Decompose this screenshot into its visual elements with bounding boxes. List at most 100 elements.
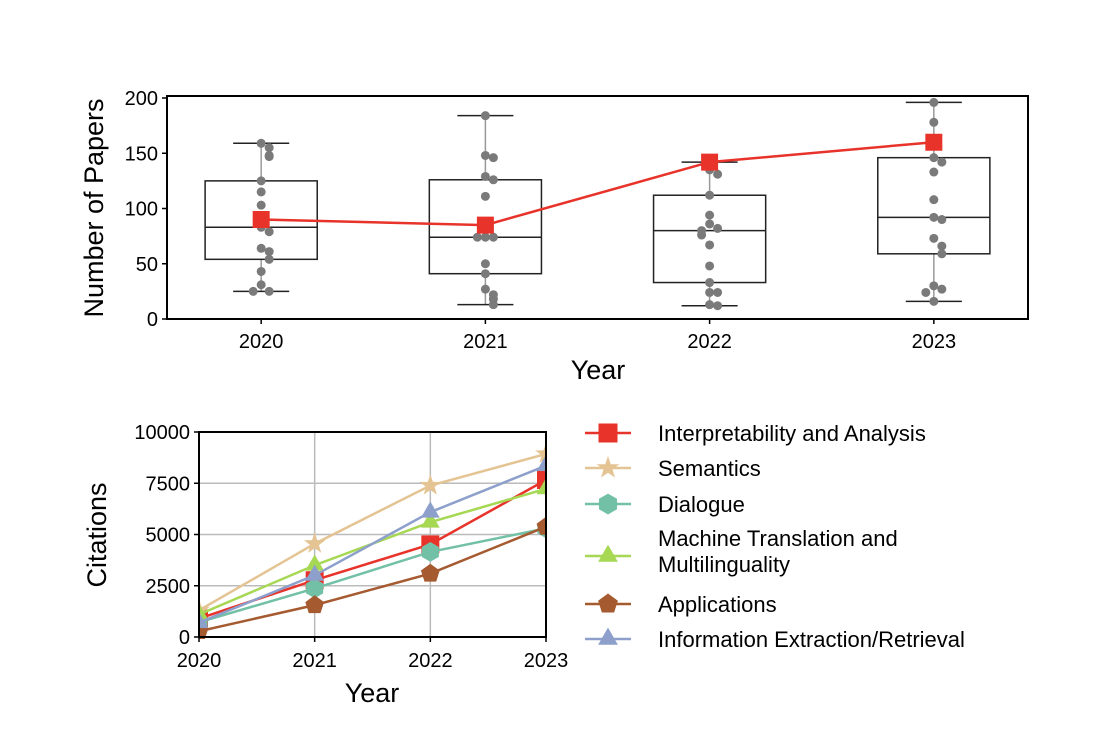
data-point — [929, 195, 939, 205]
data-point — [697, 230, 707, 240]
data-point — [480, 232, 490, 242]
series-marker — [199, 611, 209, 628]
data-point — [705, 300, 715, 310]
series-marker — [535, 442, 546, 463]
data-point — [256, 266, 266, 276]
data-point — [929, 167, 939, 177]
data-point — [921, 287, 931, 297]
series-marker — [536, 454, 546, 471]
legend-item: Applications — [585, 592, 777, 617]
x-tick-label: 2020 — [239, 331, 284, 353]
series-marker — [199, 603, 209, 620]
data-point — [488, 300, 498, 310]
mean-marker — [925, 133, 943, 151]
data-point — [929, 233, 939, 243]
legend-label: Information Extraction/Retrieval — [658, 627, 965, 652]
mean-marker — [701, 153, 719, 171]
data-point — [256, 280, 266, 290]
data-point — [705, 278, 715, 288]
x-tick-label: 2023 — [912, 331, 957, 353]
series-marker — [421, 511, 440, 528]
legend-marker-triangle-icon — [598, 627, 618, 645]
data-point — [264, 143, 274, 153]
x-tick-label: 2021 — [292, 650, 337, 672]
series-marker — [421, 501, 440, 518]
legend-label: Interpretability and Analysis — [658, 421, 926, 446]
series-marker — [304, 532, 326, 553]
legend: Interpretability and Analysis Semantics Di… — [585, 421, 965, 652]
legend-marker-triangle-icon — [598, 544, 618, 562]
data-point — [488, 232, 498, 242]
y-tick-label: 0 — [147, 309, 158, 331]
data-point — [929, 212, 939, 222]
y-tick-label: 100 — [125, 199, 158, 221]
x-tick-label: 2022 — [687, 331, 732, 353]
legend-label: Machine Translation and — [658, 526, 898, 551]
y-tick-label: 150 — [125, 143, 158, 165]
bottom-xlabel: Year — [345, 678, 400, 708]
mean-line — [261, 140, 934, 227]
data-point — [256, 176, 266, 186]
top-xlabel: Year — [571, 355, 626, 385]
y-tick-label: 7500 — [146, 473, 191, 495]
citations-line-chart: 0 2500 5000 7500 10000 2020 2021 2022 2023 — [134, 422, 568, 672]
series-line — [199, 464, 546, 624]
legend-label: Semantics — [658, 456, 761, 481]
series-marker — [420, 563, 440, 582]
papers-box-chart: 0 50 100 150 200 2020 2021 2022 2023 — [125, 88, 1029, 353]
series-line — [199, 478, 546, 620]
data-point — [937, 157, 947, 167]
legend-marker-hexagon-icon — [599, 493, 617, 515]
x-tick-label: 2021 — [463, 331, 508, 353]
data-point — [929, 117, 939, 127]
legend-label: Dialogue — [658, 492, 745, 517]
y-tick-label: 200 — [125, 88, 158, 110]
data-point — [713, 287, 723, 297]
data-point — [256, 200, 266, 210]
legend-marker-pentagon-icon — [598, 593, 618, 613]
data-point — [480, 269, 490, 279]
legend-item: Interpretability and Analysis — [585, 421, 926, 446]
x-tick-label: 2023 — [524, 650, 569, 672]
series-marker — [305, 554, 324, 571]
data-point — [705, 261, 715, 271]
y-tick-label: 5000 — [146, 525, 191, 547]
data-point — [264, 152, 274, 162]
y-tick-label: 50 — [136, 254, 158, 276]
data-point — [705, 210, 715, 220]
mean-marker — [476, 216, 494, 234]
legend-item: Semantics — [585, 456, 761, 481]
y-tick-label: 0 — [179, 627, 190, 649]
data-point — [937, 284, 947, 294]
legend-label: Multilinguality — [658, 552, 790, 577]
data-point — [264, 254, 274, 264]
legend-item: Information Extraction/Retrieval — [585, 627, 965, 652]
legend-label: Applications — [658, 592, 777, 617]
data-point — [705, 240, 715, 250]
data-point — [256, 187, 266, 197]
series-line — [199, 452, 546, 612]
data-point — [480, 191, 490, 201]
data-point — [929, 296, 939, 306]
data-point — [264, 286, 274, 296]
series-marker — [419, 474, 441, 495]
legend-marker-square-icon — [598, 423, 618, 443]
legend-marker-star-icon — [596, 456, 620, 478]
data-point — [705, 219, 715, 229]
series-marker — [536, 516, 546, 535]
data-point — [937, 241, 947, 251]
series-marker — [421, 542, 439, 562]
y-tick-label: 10000 — [134, 422, 190, 444]
data-point — [937, 249, 947, 259]
series-marker — [305, 595, 325, 614]
top-ylabel: Number of Papers — [79, 98, 109, 317]
data-point — [480, 259, 490, 269]
bottom-ylabel: Citations — [82, 482, 112, 587]
data-point — [248, 286, 258, 296]
series-line — [199, 525, 546, 633]
data-point — [713, 169, 723, 179]
data-point — [264, 247, 274, 257]
data-point — [480, 111, 490, 121]
